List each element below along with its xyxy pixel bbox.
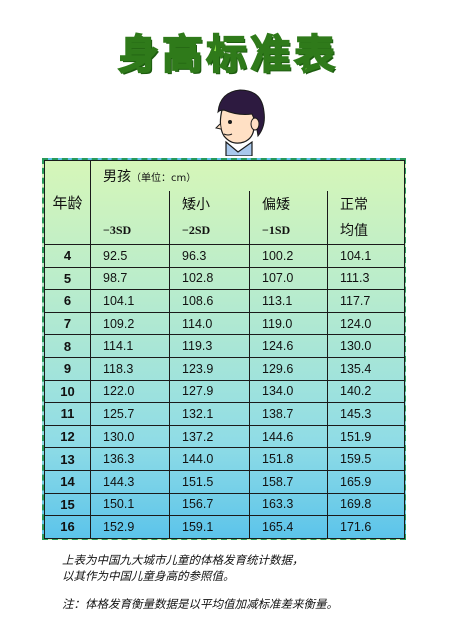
height-value-cell: 100.2 bbox=[249, 244, 328, 268]
boy-illustration bbox=[214, 89, 265, 156]
age-cell: 11 bbox=[44, 402, 91, 426]
col-label-4: 正常 bbox=[327, 190, 405, 217]
table-row: 9 118.3 123.9 129.6 135.4 bbox=[44, 356, 405, 381]
height-value-cell: 104.1 bbox=[327, 244, 405, 268]
unit-label: （单位：cm） bbox=[131, 172, 197, 184]
height-value-cell: 165.4 bbox=[249, 515, 328, 539]
footnote: 上表为中国九大城市儿童的体格发育统计数据， 以其作为中国儿童身高的参照值。 bbox=[62, 552, 422, 584]
height-value-cell: 124.6 bbox=[249, 334, 328, 358]
height-value-cell: 144.0 bbox=[169, 447, 250, 471]
height-value-cell: 124.0 bbox=[327, 311, 405, 336]
height-value-cell: 109.2 bbox=[90, 311, 170, 336]
age-cell: 7 bbox=[44, 311, 91, 336]
height-value-cell: 144.6 bbox=[249, 424, 328, 449]
height-value-cell: 102.8 bbox=[169, 266, 250, 291]
age-cell: 13 bbox=[44, 447, 91, 471]
height-standard-table: 年龄 男孩（单位：cm） 矮小 偏矮 正常 −3SD −2SD −1SD 均值 … bbox=[44, 160, 405, 539]
age-cell: 8 bbox=[44, 334, 91, 358]
table-row: 12 130.0 137.2 144.6 151.9 bbox=[44, 424, 405, 449]
height-value-cell: 125.7 bbox=[90, 402, 170, 426]
age-cell: 4 bbox=[44, 244, 91, 268]
height-value-cell: 118.3 bbox=[90, 356, 170, 381]
table-row: 5 98.7 102.8 107.0 111.3 bbox=[44, 266, 405, 291]
table-row: 14 144.3 151.5 158.7 165.9 bbox=[44, 469, 405, 494]
table-row: 7 109.2 114.0 119.0 124.0 bbox=[44, 311, 405, 336]
height-value-cell: 158.7 bbox=[249, 469, 328, 494]
table-row: 11 125.7 132.1 138.7 145.3 bbox=[44, 402, 405, 426]
age-cell: 9 bbox=[44, 356, 91, 381]
col-label-2: 矮小 bbox=[169, 190, 250, 217]
height-value-cell: 151.8 bbox=[249, 447, 328, 471]
height-value-cell: 132.1 bbox=[169, 402, 250, 426]
col-label-3: 偏矮 bbox=[249, 190, 328, 217]
age-cell: 5 bbox=[44, 266, 91, 291]
height-value-cell: 159.5 bbox=[327, 447, 405, 471]
height-value-cell: 123.9 bbox=[169, 356, 250, 381]
height-value-cell: 138.7 bbox=[249, 402, 328, 426]
table-row: 4 92.5 96.3 100.2 104.1 bbox=[44, 244, 405, 268]
height-value-cell: 152.9 bbox=[90, 515, 170, 539]
height-value-cell: 145.3 bbox=[327, 402, 405, 426]
height-value-cell: 144.3 bbox=[90, 469, 170, 494]
table-row: 6 104.1 108.6 113.1 117.7 bbox=[44, 289, 405, 313]
age-cell: 6 bbox=[44, 289, 91, 313]
height-value-cell: 140.2 bbox=[327, 379, 405, 404]
height-value-cell: 171.6 bbox=[327, 515, 405, 539]
height-value-cell: 134.0 bbox=[249, 379, 328, 404]
height-value-cell: 114.1 bbox=[90, 334, 170, 358]
height-value-cell: 127.9 bbox=[169, 379, 250, 404]
footnote-note: 注：体格发育衡量数据是以平均值加减标准差来衡量。 bbox=[62, 597, 338, 611]
age-cell: 10 bbox=[44, 379, 91, 404]
height-value-cell: 104.1 bbox=[90, 289, 170, 313]
height-value-cell: 114.0 bbox=[169, 311, 250, 336]
height-value-cell: 156.7 bbox=[169, 492, 250, 517]
gender-label: 男孩 bbox=[103, 168, 131, 185]
gender-header: 男孩（单位：cm） bbox=[90, 160, 405, 191]
height-value-cell: 98.7 bbox=[90, 266, 170, 291]
height-value-cell: 107.0 bbox=[249, 266, 328, 291]
age-cell: 15 bbox=[44, 492, 91, 517]
height-value-cell: 151.9 bbox=[327, 424, 405, 449]
height-value-cell: 165.9 bbox=[327, 469, 405, 494]
table-row: 16 152.9 159.1 165.4 171.6 bbox=[44, 515, 405, 539]
height-value-cell: 130.0 bbox=[327, 334, 405, 358]
table-row: 10 122.0 127.9 134.0 140.2 bbox=[44, 379, 405, 404]
height-value-cell: 150.1 bbox=[90, 492, 170, 517]
height-value-cell: 122.0 bbox=[90, 379, 170, 404]
height-value-cell: 130.0 bbox=[90, 424, 170, 449]
height-table-container: 年龄 男孩（单位：cm） 矮小 偏矮 正常 −3SD −2SD −1SD 均值 … bbox=[42, 158, 406, 540]
page-title: 身高标准表 bbox=[118, 31, 339, 79]
height-value-cell: 135.4 bbox=[327, 356, 405, 381]
height-value-cell: 108.6 bbox=[169, 289, 250, 313]
footnote-line-1: 上表为中国九大城市儿童的体格发育统计数据， bbox=[62, 553, 304, 567]
col-sublabel-1: −3SD bbox=[90, 216, 170, 245]
table-row: 15 150.1 156.7 163.3 169.8 bbox=[44, 492, 405, 517]
height-value-cell: 151.5 bbox=[169, 469, 250, 494]
height-value-cell: 137.2 bbox=[169, 424, 250, 449]
col-label-1 bbox=[90, 190, 170, 217]
age-cell: 14 bbox=[44, 469, 91, 494]
age-cell: 12 bbox=[44, 424, 91, 449]
height-value-cell: 119.3 bbox=[169, 334, 250, 358]
age-header: 年龄 bbox=[44, 160, 91, 245]
height-value-cell: 169.8 bbox=[327, 492, 405, 517]
height-value-cell: 163.3 bbox=[249, 492, 328, 517]
height-value-cell: 96.3 bbox=[169, 244, 250, 268]
height-value-cell: 129.6 bbox=[249, 356, 328, 381]
table-row: 8 114.1 119.3 124.6 130.0 bbox=[44, 334, 405, 358]
height-value-cell: 117.7 bbox=[327, 289, 405, 313]
age-cell: 16 bbox=[44, 515, 91, 539]
height-value-cell: 111.3 bbox=[327, 266, 405, 291]
col-sublabel-3: −1SD bbox=[249, 216, 328, 245]
height-value-cell: 113.1 bbox=[249, 289, 328, 313]
table-row: 13 136.3 144.0 151.8 159.5 bbox=[44, 447, 405, 471]
footnote-line-2: 以其作为中国儿童身高的参照值。 bbox=[62, 569, 235, 583]
height-value-cell: 119.0 bbox=[249, 311, 328, 336]
height-value-cell: 159.1 bbox=[169, 515, 250, 539]
height-value-cell: 92.5 bbox=[90, 244, 170, 268]
col-sublabel-2: −2SD bbox=[169, 216, 250, 245]
height-value-cell: 136.3 bbox=[90, 447, 170, 471]
col-sublabel-4: 均值 bbox=[327, 216, 405, 245]
